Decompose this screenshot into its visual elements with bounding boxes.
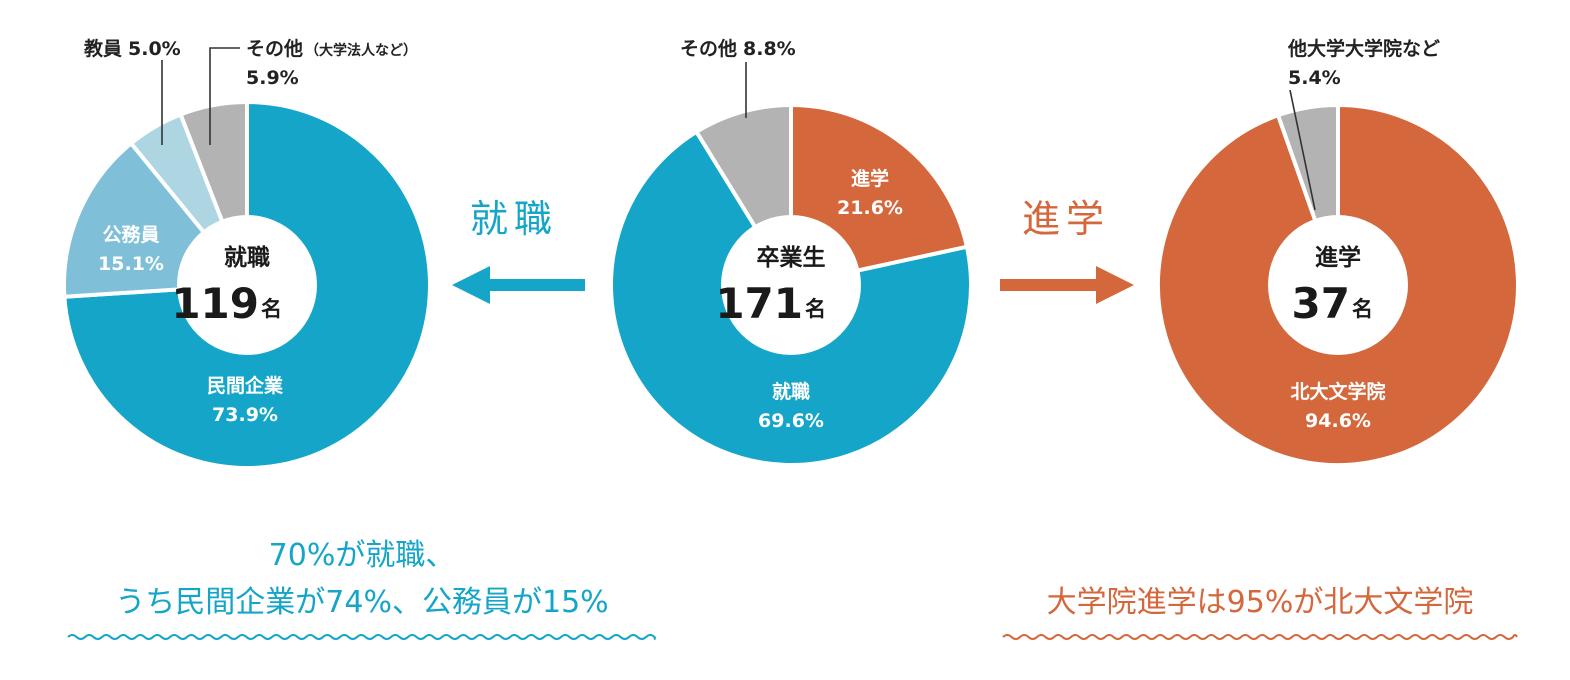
center-unit-further-study: 名 bbox=[1352, 297, 1373, 321]
center-title-graduates: 卒業生 bbox=[757, 244, 826, 271]
label-teacher: 教員 5.0% bbox=[84, 37, 181, 60]
value-other-employment: 5.9% bbox=[246, 67, 299, 89]
leader-line-other-grad-school bbox=[1289, 89, 1316, 211]
center-unit-graduates: 名 bbox=[805, 297, 826, 321]
center-value-graduates: 171 bbox=[715, 279, 803, 328]
further-study-pie: 北大文学院 94.6% 進学 37 名 bbox=[1155, 103, 1520, 467]
slice-label-graduates-1: 就職 bbox=[772, 380, 810, 403]
slice-label-graduates-0: 進学 bbox=[851, 167, 889, 190]
slice-value-graduates-0: 21.6% bbox=[837, 197, 903, 219]
caption-right-line1: 大学院進学は95%が北大文学院 bbox=[1047, 585, 1474, 620]
label-other-employment: その他 （大学法人など） bbox=[246, 37, 417, 60]
arrow-left-icon bbox=[452, 266, 585, 304]
caption-left-line1: 70%が就職、 bbox=[269, 538, 456, 573]
donut-hole-further-study bbox=[1268, 215, 1408, 355]
slice-value-employment-1: 15.1% bbox=[98, 253, 164, 275]
wave-underline-right bbox=[1002, 634, 1518, 640]
flow-right: 進学 bbox=[1000, 197, 1134, 304]
caption-left: 70%が就職、 うち民間企業が74%、公務員が15% bbox=[67, 538, 656, 640]
flow-left: 就職 bbox=[452, 197, 585, 304]
label-other-graduates: その他 8.8% bbox=[680, 37, 796, 60]
employment-pie: 民間企業 73.9% 公務員 15.1% 就職 119 名 bbox=[62, 100, 432, 470]
arrow-right-icon bbox=[1000, 266, 1134, 304]
donut-hole-employment bbox=[177, 215, 317, 355]
slice-label-further-study-0: 北大文学院 bbox=[1290, 380, 1385, 403]
value-other-grad-school: 5.4% bbox=[1288, 67, 1341, 89]
slice-value-further-study-0: 94.6% bbox=[1305, 410, 1371, 432]
slice-value-employment-0: 73.9% bbox=[212, 404, 278, 426]
graduates-pie: 進学 21.6% 就職 69.6% 卒業生 171 名 bbox=[609, 103, 973, 467]
center-title-further-study: 進学 bbox=[1315, 244, 1361, 271]
center-unit-employment: 名 bbox=[261, 297, 282, 321]
slice-label-employment-0: 民間企業 bbox=[207, 374, 284, 397]
label-other-grad-school: 他大学大学院など bbox=[1287, 37, 1440, 60]
caption-left-line2: うち民間企業が74%、公務員が15% bbox=[115, 585, 608, 620]
wave-underline-left bbox=[67, 634, 656, 640]
center-title-employment: 就職 bbox=[224, 244, 270, 271]
flow-label-further-study: 進学 bbox=[1022, 197, 1110, 241]
outside-labels: 教員 5.0% その他 （大学法人など） 5.9% その他 8.8% 他大学大学院など… bbox=[84, 37, 1440, 211]
flow-label-employment: 就職 bbox=[470, 197, 558, 241]
donut-hole-graduates bbox=[721, 215, 861, 355]
leader-line-other-employment bbox=[209, 47, 240, 145]
caption-right: 大学院進学は95%が北大文学院 bbox=[1002, 585, 1518, 640]
slice-label-employment-1: 公務員 bbox=[102, 223, 159, 246]
center-value-employment: 119 bbox=[171, 279, 259, 328]
center-value-further-study: 37 bbox=[1292, 279, 1350, 328]
slice-value-graduates-1: 69.6% bbox=[758, 410, 824, 432]
